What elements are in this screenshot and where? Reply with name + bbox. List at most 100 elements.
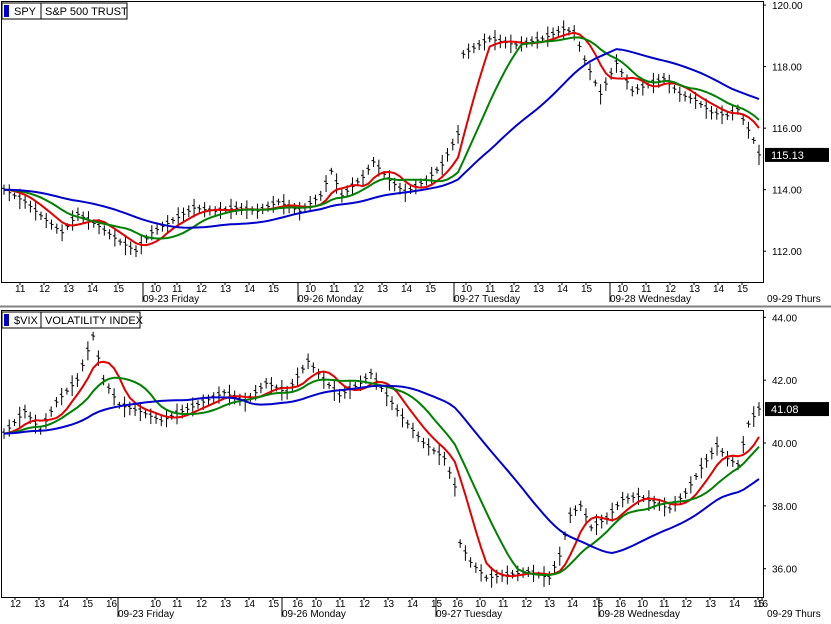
spy-price-bar bbox=[625, 74, 630, 90]
spy-x-hour-tick: 13 bbox=[377, 284, 389, 295]
vix-price-bar bbox=[416, 431, 421, 442]
vix-x-hour-tick: 15 bbox=[268, 599, 280, 610]
vix-x-hour-tick: 12 bbox=[359, 599, 371, 610]
spy-y-tick-label: 114.00 bbox=[772, 186, 802, 197]
spy-price-bar bbox=[118, 238, 123, 246]
spy-y-tick-label: 118.00 bbox=[772, 63, 802, 74]
spy-price-bar bbox=[635, 84, 640, 95]
vix-price-bar bbox=[17, 406, 22, 428]
spy-price-bar bbox=[313, 194, 318, 205]
spy-price-bar bbox=[75, 207, 80, 222]
spy-plot-area bbox=[2, 20, 761, 258]
spy-x-hour-tick: 15 bbox=[113, 284, 125, 295]
vix-price-bar bbox=[473, 562, 478, 573]
vix-price-bar bbox=[709, 447, 714, 460]
spy-price-bar bbox=[128, 241, 133, 255]
vix-price-bar bbox=[442, 451, 447, 466]
spy-x-hour-tick: 14 bbox=[557, 284, 569, 295]
vix-x-hour-tick: 13 bbox=[705, 599, 717, 610]
spy-price-bar bbox=[709, 106, 714, 120]
vix-price-bar bbox=[437, 444, 442, 466]
spy-price-bar bbox=[741, 114, 746, 126]
vix-price-bar bbox=[49, 406, 54, 417]
vix-price-bar bbox=[12, 419, 17, 427]
spy-x-hour-tick: 10 bbox=[461, 284, 473, 295]
vix-price-bar bbox=[80, 359, 85, 372]
spy-x-hour-tick: 11 bbox=[15, 284, 26, 295]
vix-price-bar bbox=[631, 492, 636, 503]
spy-price-bar bbox=[577, 41, 582, 52]
spy-price-bar bbox=[281, 194, 286, 215]
vix-y-tick-label: 40.00 bbox=[772, 439, 797, 450]
vix-name: VOLATILITY INDEX bbox=[45, 315, 144, 327]
vix-price-bar bbox=[143, 409, 148, 419]
vix-price-bar bbox=[59, 388, 64, 406]
spy-x-hour-tick: 14 bbox=[713, 284, 725, 295]
spy-price-bar bbox=[197, 204, 202, 214]
vix-x-hour-tick: 15 bbox=[431, 599, 443, 610]
vix-x-hour-tick: 12 bbox=[521, 599, 533, 610]
vix-x-hour-tick: 14 bbox=[729, 599, 741, 610]
vix-price-bar bbox=[615, 501, 620, 511]
vix-x-hour-tick: 11 bbox=[335, 599, 346, 610]
vix-x-hour-tick: 10 bbox=[637, 599, 649, 610]
vix-price-bar bbox=[169, 412, 174, 420]
spy-price-bar bbox=[202, 202, 207, 218]
spy-price-bar bbox=[630, 86, 635, 97]
vix-x-hour-tick: 14 bbox=[567, 599, 579, 610]
vix-price-bar bbox=[688, 476, 693, 494]
spy-price-bar bbox=[482, 33, 487, 51]
blue-square-icon bbox=[4, 5, 9, 17]
spy-x-day-label: 09-26 Monday bbox=[298, 294, 362, 305]
vix-price-bar bbox=[133, 403, 138, 417]
spy-price-bar bbox=[23, 195, 28, 209]
vix-x-hour-tick: 12 bbox=[196, 599, 208, 610]
spy-price-bar bbox=[704, 98, 709, 119]
spy-x-hour-tick: 10 bbox=[150, 284, 162, 295]
spy-price-bar bbox=[366, 164, 371, 175]
spy-price-bar bbox=[471, 43, 476, 54]
spy-price-bar bbox=[456, 125, 461, 144]
vix-price-bar bbox=[746, 420, 751, 428]
vix-price-bar bbox=[258, 382, 263, 394]
spy-x-day-label: 09-29 Thurs bbox=[767, 294, 821, 305]
vix-price-bar bbox=[741, 435, 746, 454]
vix-symbol: $VIX bbox=[14, 315, 39, 327]
spy-price-bar bbox=[588, 63, 593, 81]
vix-price-bar bbox=[667, 504, 672, 514]
spy-price-bar bbox=[33, 201, 38, 221]
spy-price-bar bbox=[339, 189, 344, 203]
spy-x-day-label: 09-28 Wednesday bbox=[610, 294, 691, 305]
vix-price-bar bbox=[154, 413, 159, 424]
vix-price-bar bbox=[458, 539, 463, 548]
spy-price-bar bbox=[493, 30, 498, 51]
vix-x-day-label: 09-28 Wednesday bbox=[599, 609, 680, 620]
spy-price-bar bbox=[466, 43, 471, 59]
vix-x-hour-tick: 13 bbox=[220, 599, 232, 610]
spy-price-bar bbox=[44, 212, 49, 229]
vix-price-bar bbox=[489, 566, 494, 588]
spy-y-tick-label: 116.00 bbox=[772, 124, 802, 135]
spy-price-bar bbox=[545, 26, 550, 47]
spy-price-bar bbox=[450, 138, 455, 151]
vix-price-bar bbox=[479, 564, 484, 582]
spy-price-bar bbox=[102, 225, 107, 236]
spy-price-bar bbox=[60, 224, 65, 242]
vix-x-hour-tick: 14 bbox=[58, 599, 70, 610]
vix-price-bar bbox=[91, 331, 96, 341]
spy-price-bar bbox=[683, 91, 688, 102]
spy-price-bar bbox=[28, 200, 33, 213]
vix-x-hour-tick: 10 bbox=[311, 599, 323, 610]
spy-x-hour-tick: 15 bbox=[268, 284, 280, 295]
vix-x-hour-tick: 13 bbox=[383, 599, 395, 610]
vix-price-bar bbox=[54, 396, 59, 408]
spy-legend-box: SPY S&P 500 TRUST bbox=[1, 2, 128, 20]
vix-price-bar bbox=[468, 557, 473, 568]
spy-x-hour-tick: 13 bbox=[533, 284, 545, 295]
spy-ma-line-2 bbox=[3, 36, 760, 240]
spy-price-bar bbox=[229, 198, 234, 220]
spy-ma-line-3 bbox=[3, 48, 760, 229]
spy-price-bar bbox=[746, 121, 751, 139]
vix-y-tick-label: 42.00 bbox=[772, 376, 797, 387]
